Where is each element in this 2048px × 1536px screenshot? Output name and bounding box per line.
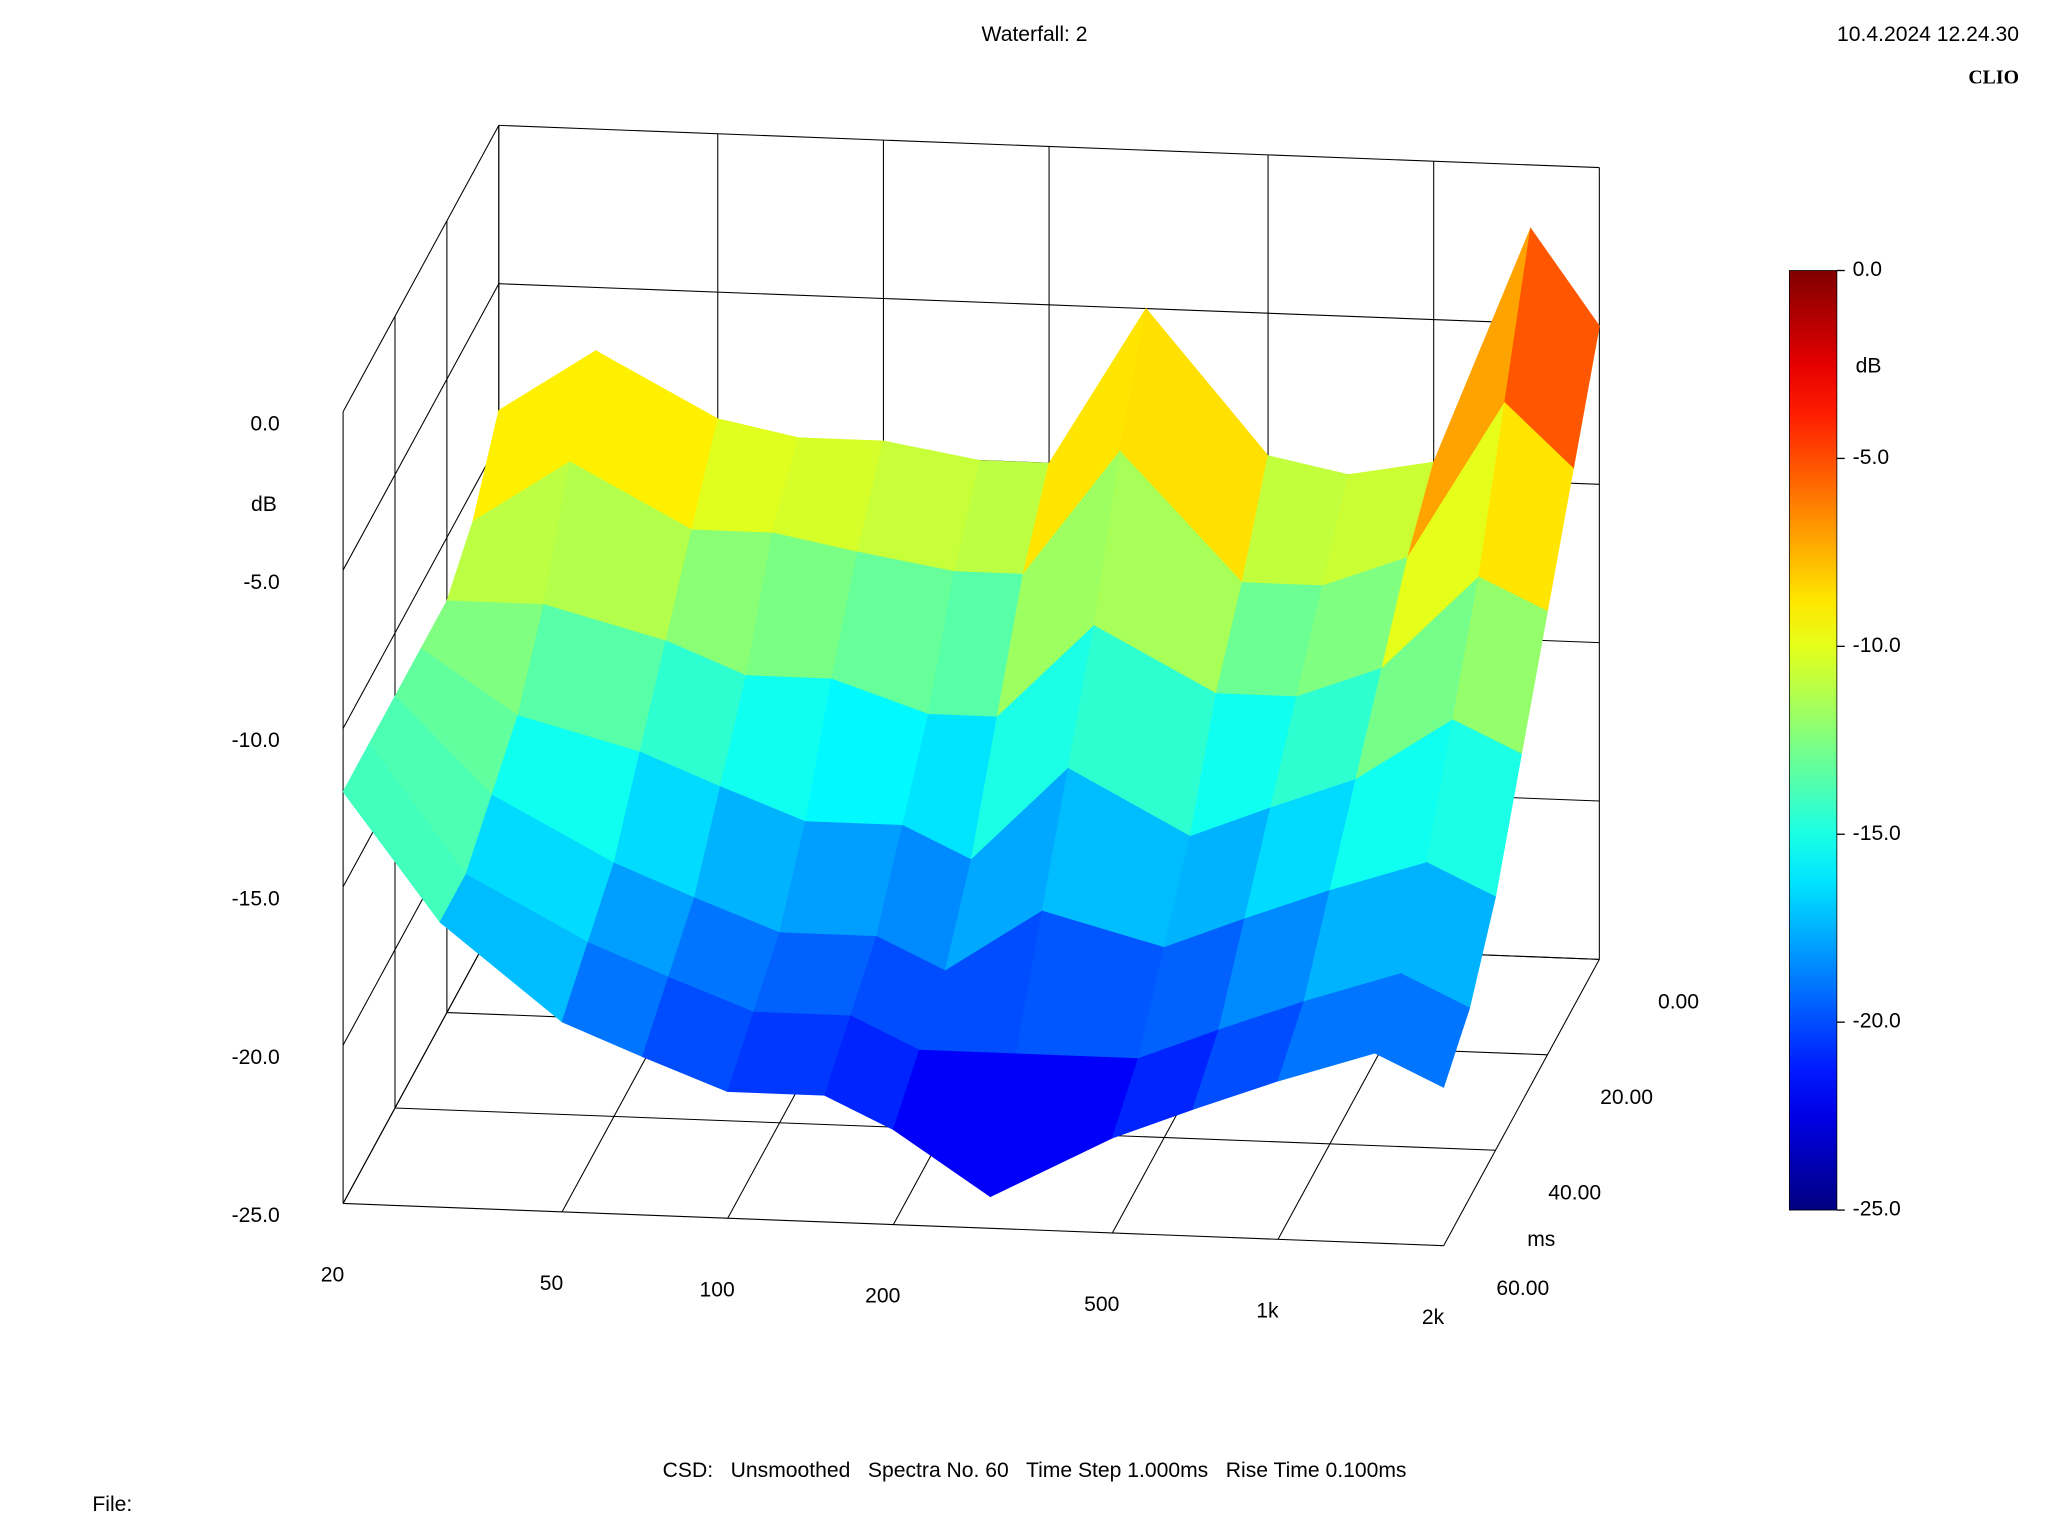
z-tick-label: -15.0 — [232, 888, 280, 911]
colorbar-tick-label: -20.0 — [1853, 1010, 1901, 1033]
z-tick-label: -10.0 — [232, 729, 280, 752]
y-axis-label: ms — [1527, 1228, 1555, 1251]
footer: CSD: Unsmoothed Spectra No. 60 Time Step… — [663, 1459, 1407, 1482]
x-tick-label: 2k — [1422, 1306, 1445, 1329]
y-tick-label: 0.00 — [1658, 990, 1699, 1013]
colorbar-tick-label: 0.0 — [1853, 258, 1882, 281]
colorbar-tick-label: -5.0 — [1853, 446, 1889, 469]
x-tick-label: 500 — [1084, 1293, 1119, 1316]
x-tick-label: 1k — [1256, 1299, 1279, 1322]
brand: CLIO — [1968, 67, 2019, 89]
x-tick-label: 200 — [865, 1285, 900, 1308]
side-wall-grid — [342, 283, 500, 571]
z-tick-label: -20.0 — [232, 1046, 280, 1069]
x-tick-label: 50 — [540, 1272, 563, 1295]
surface-patch — [1374, 973, 1471, 1088]
colorbar — [1788, 270, 1838, 1211]
x-tick-label: 100 — [700, 1278, 735, 1301]
floor-grid — [1443, 959, 1600, 1246]
colorbar-tick-label: -25.0 — [1853, 1198, 1901, 1221]
y-tick-label: 60.00 — [1496, 1277, 1549, 1300]
z-axis-label: dB — [251, 493, 277, 516]
x-tick-label: 20 — [321, 1264, 344, 1287]
floor-grid — [343, 1202, 1444, 1247]
side-wall-grid — [342, 125, 500, 412]
y-tick-label: 40.00 — [1548, 1181, 1601, 1204]
colorbar-tick-label: -10.0 — [1853, 634, 1901, 657]
z-tick-label: -5.0 — [243, 571, 279, 594]
timestamp: 10.4.2024 12.24.30 — [1837, 23, 2019, 46]
chart-title: Waterfall: 2 — [982, 23, 1088, 46]
y-tick-label: 20.00 — [1600, 1086, 1653, 1109]
colorbar-label: dB — [1856, 354, 1882, 377]
colorbar-tick-label: -15.0 — [1853, 822, 1901, 845]
side-wall-grid — [342, 441, 500, 729]
z-tick-label: 0.0 — [250, 412, 279, 435]
floor-grid — [342, 916, 500, 1204]
z-tick-label: -25.0 — [232, 1204, 280, 1227]
file-label: File: — [92, 1493, 132, 1516]
